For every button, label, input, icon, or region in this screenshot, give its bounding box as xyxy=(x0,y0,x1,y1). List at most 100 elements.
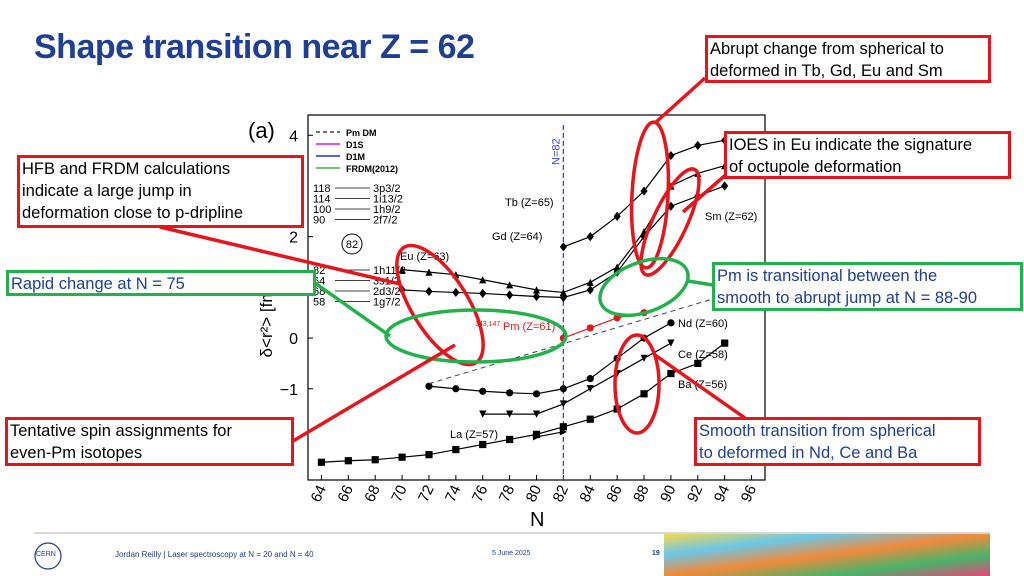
data-point xyxy=(586,232,594,242)
callout: IOES in Eu indicate the signature of octu… xyxy=(724,131,1011,179)
highlight-ellipse xyxy=(384,308,568,364)
data-point xyxy=(721,339,729,347)
legend-label: D1M xyxy=(346,152,365,162)
series-line xyxy=(428,286,752,385)
data-point xyxy=(586,415,594,423)
data-point xyxy=(559,423,567,431)
series-label: Pm (Z=61) xyxy=(503,321,555,333)
data-point xyxy=(371,456,379,464)
data-point xyxy=(613,211,621,221)
data-point xyxy=(532,286,541,294)
panel-label: (a) xyxy=(248,118,275,143)
logo xyxy=(34,542,62,570)
data-point xyxy=(559,292,567,303)
shell-circle xyxy=(341,233,363,255)
x-tick-label: 88 xyxy=(630,483,652,505)
data-point xyxy=(559,242,567,252)
data-point xyxy=(586,324,594,332)
highlight-ellipse xyxy=(598,256,690,318)
connector xyxy=(653,353,747,420)
data-point xyxy=(506,435,514,444)
level-orbital: 1h9/2 xyxy=(373,204,401,216)
callout-line: Tentative spin assignments for xyxy=(10,422,232,440)
data-point xyxy=(694,140,702,151)
callout-line: IOES in Eu indicate the signature xyxy=(729,136,973,154)
callout: Abrupt change from spherical to deformed … xyxy=(705,35,991,83)
data-point xyxy=(721,181,729,191)
level-number: 58 xyxy=(313,297,325,309)
callout-line: deformed in Tb, Gd, Eu and Sm xyxy=(710,62,943,80)
callout-line: Abrupt change from spherical to xyxy=(710,40,944,58)
level-number: 118 xyxy=(313,183,331,195)
data-point xyxy=(479,288,487,299)
data-point xyxy=(640,354,648,362)
data-point xyxy=(586,385,594,393)
data-point xyxy=(559,288,567,297)
callout-line: of octupole deformation xyxy=(729,158,902,176)
footer-author: Jordan Reilly | Laser spectroscopy at N … xyxy=(115,550,314,559)
level-number: 100 xyxy=(313,204,331,216)
callout-line: HFB and FRDM calculations xyxy=(22,160,231,178)
legend-label: D1S xyxy=(346,140,364,150)
y-tick-label: 0 xyxy=(289,331,298,348)
data-point xyxy=(425,286,433,297)
y-tick-label: 4 xyxy=(289,128,298,145)
slide-title: Shape transition near Z = 62 xyxy=(34,28,475,66)
data-point xyxy=(667,369,675,378)
x-tick-label: 74 xyxy=(442,483,464,505)
x-tick-label: 76 xyxy=(469,483,491,505)
mass-label: 143,147 xyxy=(475,321,500,328)
callout-line: deformation close to p-dripline xyxy=(22,204,244,222)
y-tick-label: 2 xyxy=(289,230,298,247)
data-point xyxy=(559,385,567,393)
connector xyxy=(292,343,456,443)
y-axis-label: δ<r²> [fm²] xyxy=(257,278,276,357)
level-number: 90 xyxy=(313,215,325,227)
data-point xyxy=(506,281,514,289)
callout-line: to deformed in Nd, Ce and Ba xyxy=(699,444,918,462)
x-tick-label: 66 xyxy=(334,483,356,505)
callout-line: Pm is transitional between the xyxy=(717,267,938,285)
footer-date: 5 June 2025 xyxy=(492,550,531,557)
x-tick-label: 70 xyxy=(388,483,410,505)
data-point xyxy=(479,387,487,395)
data-point xyxy=(640,186,648,196)
connector xyxy=(653,76,707,125)
x-tick-label: 84 xyxy=(576,483,598,505)
callout: HFB and FRDM calculations indicate a larg… xyxy=(17,155,304,228)
data-point xyxy=(586,285,594,295)
data-point xyxy=(667,339,675,347)
data-point xyxy=(559,400,567,408)
data-point xyxy=(640,390,648,398)
level-orbital: 2d3/2 xyxy=(373,286,401,298)
series-label: Sm (Z=62) xyxy=(705,211,757,223)
series-label: Nd (Z=60) xyxy=(678,318,728,330)
x-tick-label: 94 xyxy=(711,483,733,505)
data-point xyxy=(667,319,675,327)
data-point xyxy=(317,458,326,466)
data-point xyxy=(425,268,433,276)
data-point xyxy=(506,410,514,418)
x-tick-label: 90 xyxy=(657,483,679,505)
level-orbital: 1g7/2 xyxy=(373,297,401,309)
connector xyxy=(687,279,714,287)
legend-label: Pm DM xyxy=(346,128,377,138)
series-line xyxy=(482,342,672,415)
data-point xyxy=(506,389,514,397)
callout-line: smooth to abrupt jump at N = 88-90 xyxy=(717,289,978,307)
shell-number: 82 xyxy=(346,239,358,251)
series-label: Ba (Z=56) xyxy=(678,379,727,391)
callout-line: indicate a large jump in xyxy=(22,182,192,200)
series-label: La (Z=57) xyxy=(450,429,498,441)
data-point xyxy=(425,451,433,459)
data-point xyxy=(344,457,352,465)
annotations xyxy=(159,76,747,443)
level-orbital: 2f7/2 xyxy=(373,215,397,227)
callout-line: Smooth transition from spherical xyxy=(699,422,936,440)
connector xyxy=(681,170,731,214)
callout-line: even-Pm isotopes xyxy=(10,444,143,462)
data-point xyxy=(586,278,594,286)
series-line xyxy=(536,431,564,438)
